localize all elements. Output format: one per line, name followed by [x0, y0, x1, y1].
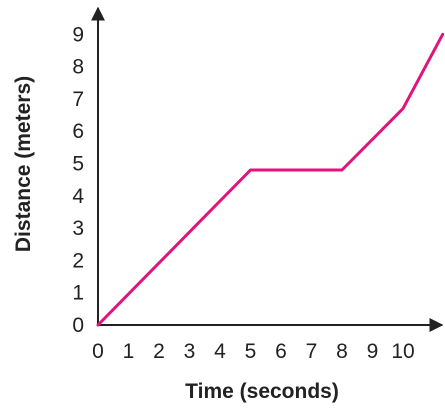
series-line — [96, 32, 445, 327]
x-tick-label: 7 — [306, 340, 318, 363]
x-tick-labels: 0 1 2 3 4 5 6 7 8 9 10 — [92, 340, 415, 363]
y-tick-label: 0 — [72, 314, 84, 337]
x-tick-label: 8 — [336, 340, 348, 363]
y-tick-label: 3 — [72, 217, 84, 240]
x-axis-label: Time (seconds) — [185, 380, 339, 403]
series-group — [96, 32, 445, 327]
y-tick-label: 6 — [72, 120, 84, 143]
y-tick-label: 9 — [72, 23, 84, 46]
axes — [91, 6, 444, 332]
y-tick-label: 7 — [72, 88, 84, 111]
x-tick-label: 0 — [92, 340, 104, 363]
x-tick-label: 10 — [391, 340, 414, 363]
y-tick-label: 1 — [72, 282, 84, 305]
x-tick-label: 5 — [245, 340, 257, 363]
y-tick-labels: 0 1 2 3 4 5 6 7 8 9 — [72, 23, 84, 337]
x-tick-label: 2 — [153, 340, 165, 363]
y-tick-label: 4 — [72, 185, 84, 208]
y-tick-label: 8 — [72, 56, 84, 79]
x-tick-label: 1 — [123, 340, 135, 363]
x-tick-label: 4 — [214, 340, 226, 363]
y-axis-label: Distance (meters) — [12, 76, 35, 252]
x-tick-label: 3 — [184, 340, 196, 363]
y-tick-label: 5 — [72, 153, 84, 176]
x-tick-label: 9 — [367, 340, 379, 363]
x-tick-label: 6 — [275, 340, 287, 363]
y-tick-label: 2 — [72, 249, 84, 272]
